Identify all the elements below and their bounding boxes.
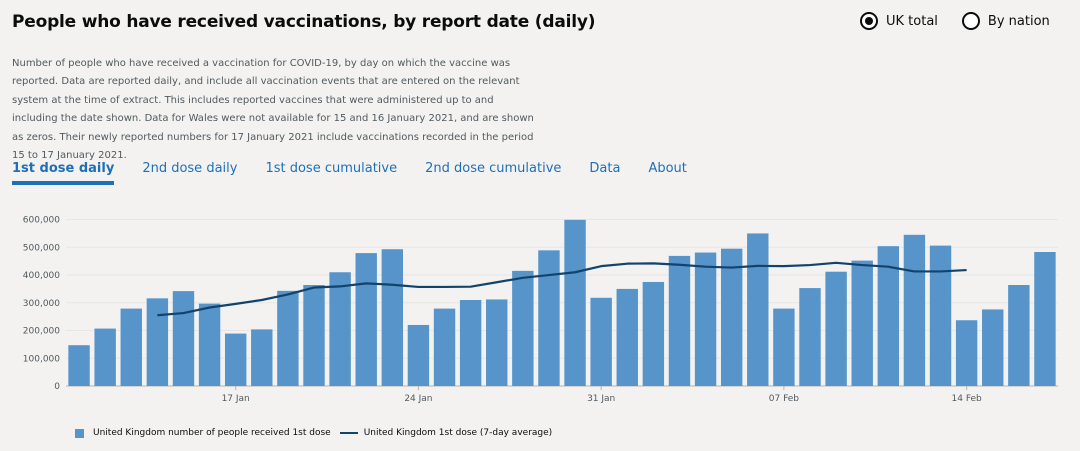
bar bbox=[1034, 252, 1056, 386]
tab-data[interactable]: Data bbox=[589, 161, 621, 176]
bar bbox=[564, 219, 586, 386]
bar bbox=[642, 281, 665, 386]
y-tick-label: 300,000 bbox=[23, 299, 60, 309]
radio-uk-total[interactable]: UK total bbox=[860, 12, 938, 30]
bar bbox=[68, 345, 90, 386]
x-tick-label: 17 Jan bbox=[222, 394, 250, 404]
tab-2nd-dose-cumulative[interactable]: 2nd dose cumulative bbox=[425, 161, 562, 176]
bar bbox=[459, 300, 482, 386]
radio-by-nation[interactable]: By nation bbox=[961, 12, 1050, 30]
x-tick-label: 07 Feb bbox=[769, 394, 800, 404]
y-tick-label: 500,000 bbox=[23, 243, 60, 253]
bar bbox=[94, 328, 116, 386]
area-type-radio-group: UK total By nation bbox=[860, 12, 1050, 30]
x-tick-label: 24 Jan bbox=[404, 394, 432, 404]
tab-about[interactable]: About bbox=[648, 161, 687, 176]
y-tick-label: 100,000 bbox=[23, 354, 60, 364]
chart-legend: United Kingdom number of people received… bbox=[75, 428, 552, 438]
chart-tabs: 1st dose daily 2nd dose daily 1st dose c… bbox=[12, 161, 715, 185]
bar bbox=[747, 233, 769, 386]
vaccination-chart: 0 100,000 200,000 300,000 400,000 500,000 600,… bbox=[23, 216, 1058, 404]
bar bbox=[146, 298, 169, 386]
bar bbox=[851, 260, 873, 386]
chart-description: Number of people who have received a vac… bbox=[12, 58, 534, 162]
radio-uk-total-label[interactable]: UK total bbox=[886, 13, 938, 29]
legend-line-label: United Kingdom 1st dose (7-day average) bbox=[363, 428, 553, 438]
bar bbox=[303, 285, 325, 386]
radio-by-nation-circle[interactable] bbox=[961, 12, 980, 30]
y-tick-label: 400,000 bbox=[23, 271, 60, 281]
bar bbox=[825, 271, 847, 386]
bar bbox=[982, 309, 1004, 386]
bar bbox=[903, 234, 926, 386]
bar bbox=[486, 299, 508, 386]
bar bbox=[407, 324, 430, 386]
x-tick-label: 31 Jan bbox=[587, 394, 615, 404]
bar bbox=[773, 308, 795, 386]
x-tick-label: 14 Feb bbox=[952, 394, 983, 404]
y-tick-label: 0 bbox=[54, 382, 60, 392]
bar bbox=[694, 252, 717, 386]
bar bbox=[172, 291, 195, 386]
y-tick-label: 600,000 bbox=[23, 216, 60, 226]
legend-bar-label: United Kingdom number of people received… bbox=[93, 428, 331, 438]
bar bbox=[512, 270, 534, 386]
bar bbox=[720, 248, 743, 386]
bar bbox=[538, 250, 560, 386]
chart-title: People who have received vaccinations, b… bbox=[12, 12, 596, 32]
bar bbox=[277, 290, 299, 386]
bar bbox=[590, 297, 612, 386]
bar bbox=[929, 245, 952, 386]
bar bbox=[355, 253, 377, 386]
legend-bar-swatch bbox=[75, 428, 84, 438]
tab-1st-dose-cumulative[interactable]: 1st dose cumulative bbox=[265, 161, 398, 176]
bar bbox=[381, 249, 404, 386]
bar bbox=[955, 320, 978, 386]
y-tick-label: 200,000 bbox=[23, 327, 60, 337]
tab-2nd-dose-daily[interactable]: 2nd dose daily bbox=[142, 161, 238, 176]
bar bbox=[433, 308, 456, 386]
tab-1st-dose-daily[interactable]: 1st dose daily bbox=[12, 161, 115, 185]
bar bbox=[799, 288, 821, 386]
bar bbox=[224, 333, 247, 386]
seven-day-average-line bbox=[157, 261, 967, 317]
radio-by-nation-label[interactable]: By nation bbox=[987, 13, 1050, 29]
legend-line-swatch bbox=[339, 432, 358, 434]
radio-uk-total-circle[interactable] bbox=[860, 12, 878, 30]
bar bbox=[198, 303, 221, 386]
bar bbox=[251, 329, 273, 386]
bar bbox=[877, 246, 900, 386]
bar bbox=[120, 308, 142, 386]
bar bbox=[616, 288, 638, 386]
bar bbox=[1008, 285, 1030, 386]
bar bbox=[329, 272, 351, 386]
bar bbox=[668, 255, 691, 386]
